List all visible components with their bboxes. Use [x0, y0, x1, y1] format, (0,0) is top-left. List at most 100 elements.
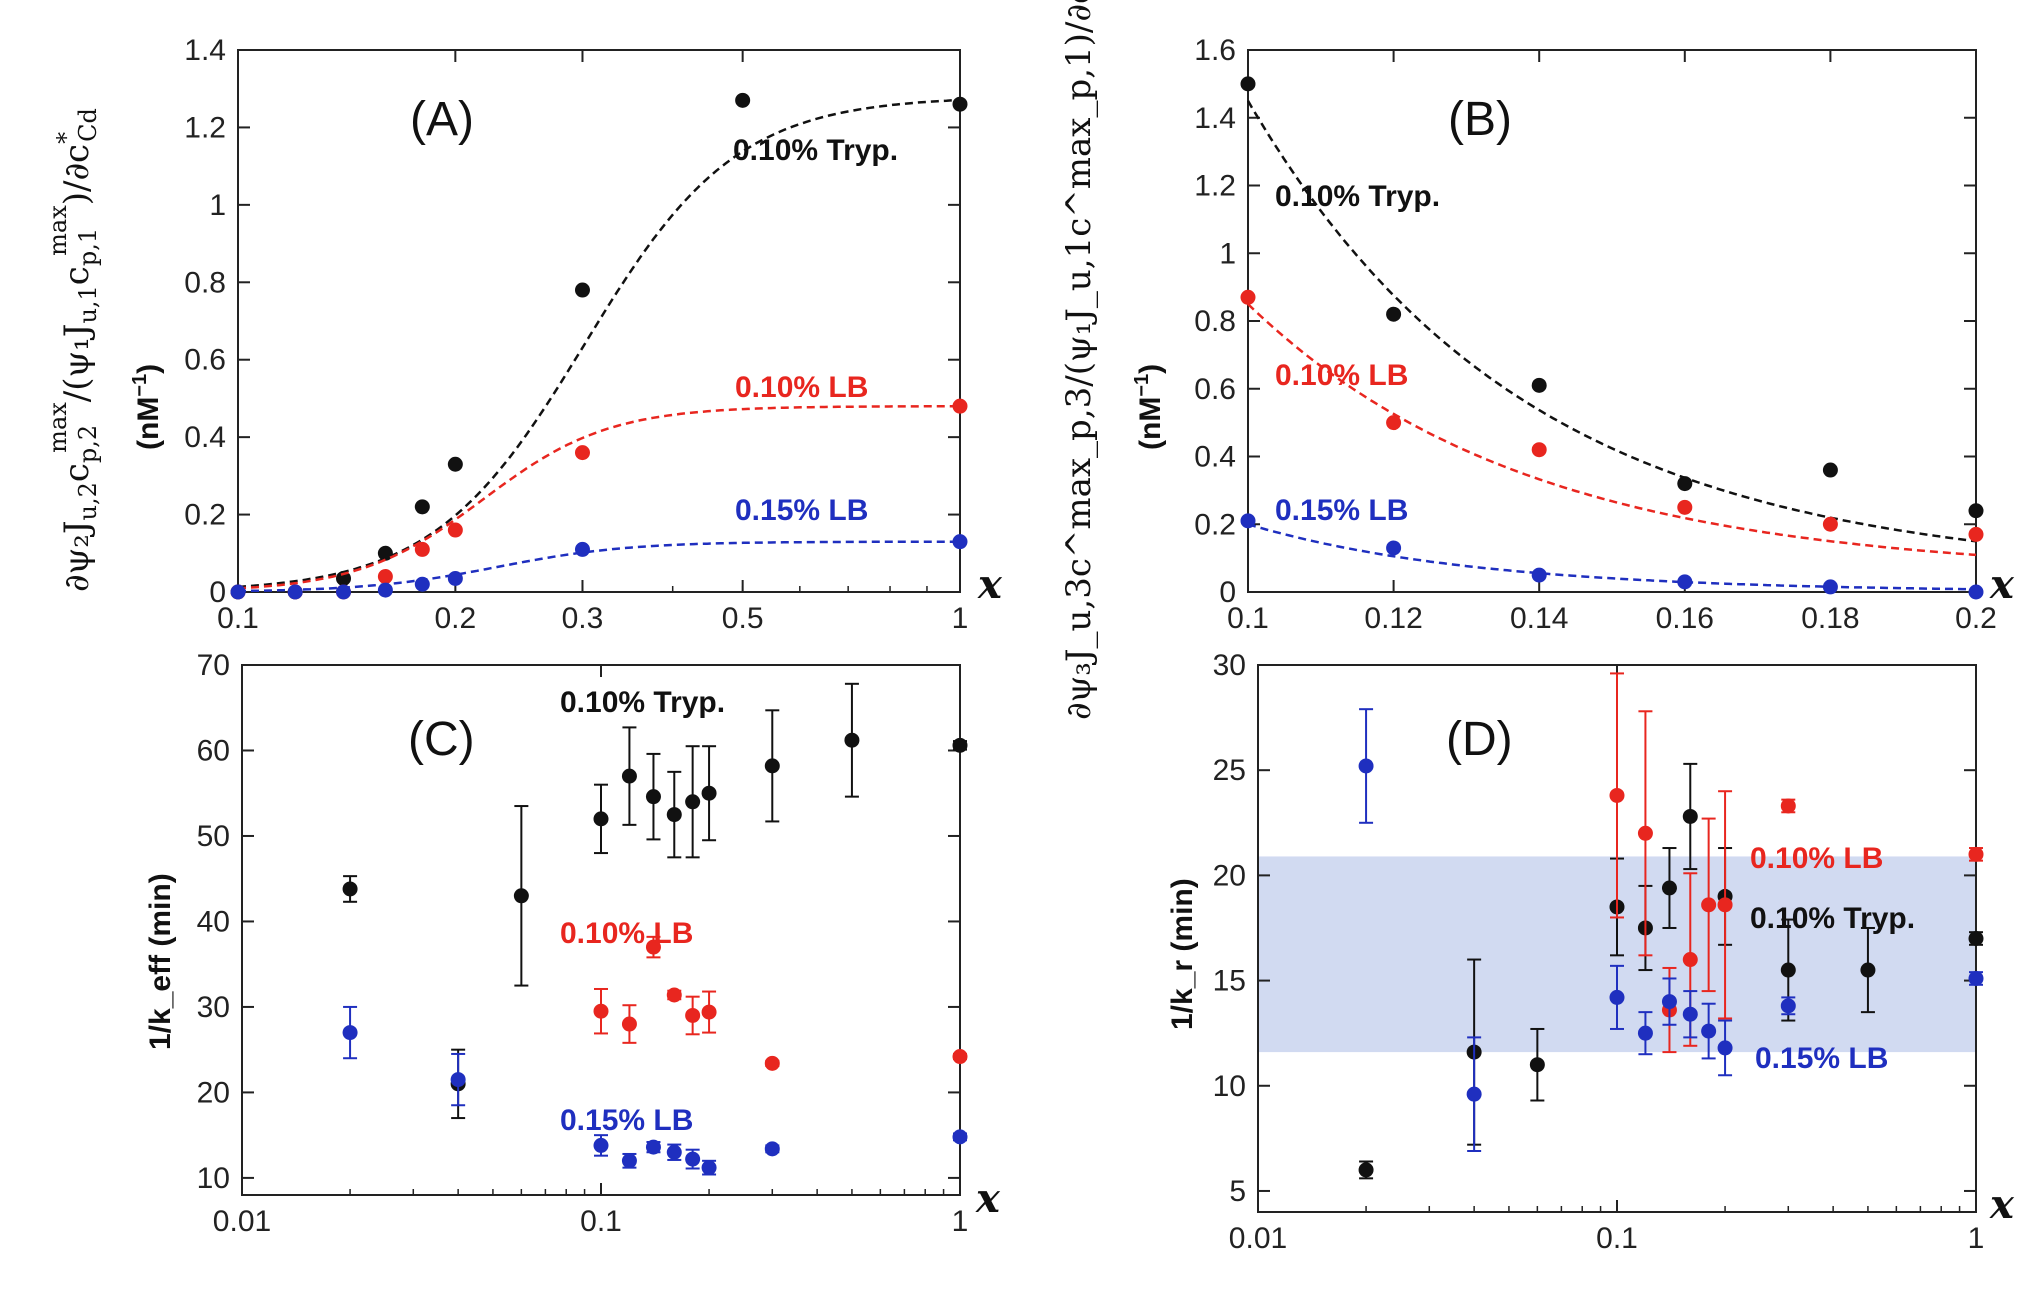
panel-b-y-title: ∂ψ₃J_u,3c^max_p,3/(ψ₁J_u,1c^max_p,1)/∂c*…	[1059, 0, 1099, 720]
panel-c-y-title: 1/k_eff (min)	[144, 873, 177, 1050]
panel-a-series-blue-point	[574, 541, 590, 557]
panel-c-series-black-point	[342, 881, 358, 897]
panel-b-y-tick-label: 0.6	[1194, 373, 1236, 406]
panel-a-series-label-tryp: 0.10% Tryp.	[733, 134, 898, 167]
panel-a-series-black-point	[377, 545, 393, 561]
panel-a-x-tick-label: 1	[952, 602, 969, 635]
panel-a-x-label: x	[977, 561, 1003, 608]
panel-b-y-tick-label: 0	[1219, 576, 1236, 609]
panel-b-y-tick-label: 1.6	[1194, 34, 1236, 67]
panel-c-series-black-point	[513, 888, 529, 904]
panel-d-series-red-point	[1780, 798, 1796, 814]
panel-d-series-red-point	[1701, 897, 1717, 913]
panel-d-y-title: 1/k_r (min)	[1166, 878, 1199, 1030]
panel-d-series-red-point	[1609, 787, 1625, 803]
panel-a-series-black-point	[952, 96, 968, 112]
panel-b-x-tick-label: 0.14	[1510, 602, 1568, 635]
panel-c-series-blue-point	[342, 1025, 358, 1041]
panel-c-series-red-point	[621, 1016, 637, 1032]
panel-c-x-label: x	[975, 1175, 1001, 1222]
panel-d-series-blue-point	[1780, 998, 1796, 1014]
panel-c-series-blue-point	[450, 1072, 466, 1088]
panel-a-series-black-point	[574, 282, 590, 298]
panel-d-x-tick-label: 0.1	[1596, 1222, 1638, 1255]
panel-d-series-blue-point	[1701, 1023, 1717, 1039]
panel-d-series-black-point	[1968, 931, 1984, 946]
panel-a-series-blue-point	[287, 584, 303, 600]
panel-c-series-label-tryp: 0.10% Tryp.	[560, 686, 725, 719]
panel-c-y-tick-label: 20	[197, 1076, 230, 1109]
panel-d-series-blue-point	[1682, 1006, 1698, 1022]
panel-b-y-tick-label: 0.2	[1194, 508, 1236, 541]
panel-d-series-blue-point	[1637, 1025, 1653, 1041]
panel-a-series-blue-point	[230, 584, 246, 600]
panel-b-y-tick-label: 1.2	[1194, 170, 1236, 203]
panel-c-series-red-point	[952, 1049, 968, 1065]
panel-c-series-red-point	[593, 1003, 609, 1019]
panel-c-series-black-point	[666, 807, 682, 823]
panel-a-series-black-fit-line	[237, 98, 961, 589]
panel-a-series-red-point	[377, 569, 393, 585]
panel-b-series-blue-fit-line	[1247, 523, 1976, 591]
panel-d-series-blue-point	[1609, 989, 1625, 1005]
panel-d-series-black-point	[1529, 1057, 1545, 1073]
panel-b-series-blue-point	[1822, 579, 1838, 595]
panel-b-series-label-tryp: 0.10% Tryp.	[1275, 180, 1440, 213]
panel-b-series-black-point	[1386, 306, 1402, 322]
panel-c-series-red-point	[666, 987, 682, 1003]
panel-c: 0.01 0.1 1 10 20 30 40 50 60 70 (C) 0.10% Tryp. 0…	[144, 649, 1001, 1238]
panel-a-series-red-fit-line	[237, 405, 960, 590]
panel-b-x-tick-label: 0.16	[1656, 602, 1714, 635]
panel-b-series-red-point	[1240, 289, 1256, 305]
panel-a-y-title: ∂ψ₂Ju,2cp,2max/(ψ₁Ju,1cp,1max)/∂c*Cd	[44, 108, 102, 592]
panel-a-series-label-lb010: 0.10% LB	[735, 371, 868, 404]
panel-c-series-black-point	[952, 737, 968, 753]
panel-a: 0.1 0.2 0.3 0.5 1 0 0.2 0.4 0.6 0.8 1 1.2 1.4 (A) 0.…	[44, 34, 1003, 635]
panel-a-series-blue-point	[336, 584, 352, 600]
panel-c-series-red-point	[645, 939, 661, 955]
panel-d-y-tick-label: 15	[1213, 965, 1246, 998]
panel-c-y-tick-label: 60	[197, 734, 230, 767]
panel-b-series-red-point	[1386, 415, 1402, 431]
panel-a-series-label-lb015: 0.15% LB	[735, 494, 868, 527]
panel-c-series-blue-point	[685, 1151, 701, 1167]
panel-b-series-red-point	[1531, 442, 1547, 458]
panel-c-series-black-point	[621, 768, 637, 784]
panel-b-series-red-point	[1968, 526, 1984, 542]
panel-b-y-tick-label: 1	[1219, 237, 1236, 270]
panel-d-series-black-point	[1682, 808, 1698, 824]
panel-a-series-red-point	[447, 522, 463, 538]
panel-a-series-black-point	[336, 570, 352, 586]
panel-b-y-tick-label: 0.4	[1194, 441, 1236, 474]
panel-a-series-black-point	[735, 92, 751, 108]
panel-c-y-tick-label: 30	[197, 991, 230, 1024]
panel-a-y-unit: (nM−1)	[129, 364, 165, 450]
panel-d-y-tick-label: 25	[1213, 754, 1246, 787]
panel-a-x-tick-label: 0.2	[434, 602, 476, 635]
panel-c-series-blue-point	[593, 1137, 609, 1153]
panel-d-series-label-tryp: 0.10% Tryp.	[1750, 902, 1915, 935]
panel-b-y-title-text: ∂ψ₃J_u,3c^max_p,3/(ψ₁J_u,1c^max_p,1)/∂c*…	[1059, 0, 1099, 720]
panel-a-series-red-point	[952, 398, 968, 414]
panel-b-x-tick-label: 0.2	[1955, 602, 1997, 635]
panel-d-series-blue-point	[1661, 994, 1677, 1010]
panel-c-series-blue-point	[621, 1153, 637, 1169]
panel-c-series-black-point	[764, 758, 780, 774]
panel-a-series-blue-point	[414, 576, 430, 592]
panel-d-series-red-point	[1682, 952, 1698, 968]
panel-c-series-red-point	[701, 1004, 717, 1020]
panel-c-series-black-point	[645, 789, 661, 805]
panel-b-series-blue-point	[1968, 584, 1984, 600]
panel-b-series-blue-point	[1386, 540, 1402, 556]
panel-c-y-title-text: 1/k_eff (min)	[144, 873, 177, 1050]
panel-d-series-label-lb015: 0.15% LB	[1755, 1042, 1888, 1075]
panel-c-series-red-point	[685, 1007, 701, 1023]
panel-a-x-tick-label: 0.1	[217, 602, 259, 635]
panel-b-y-unit: (nM−1)	[1131, 364, 1167, 450]
panel-d-series-black-point	[1780, 962, 1796, 978]
panel-a-frame	[237, 49, 961, 593]
panel-d-series-black-point	[1661, 880, 1677, 896]
panel-b-series-label-lb010: 0.10% LB	[1275, 359, 1408, 392]
panel-d-series-blue-point	[1466, 1086, 1482, 1102]
